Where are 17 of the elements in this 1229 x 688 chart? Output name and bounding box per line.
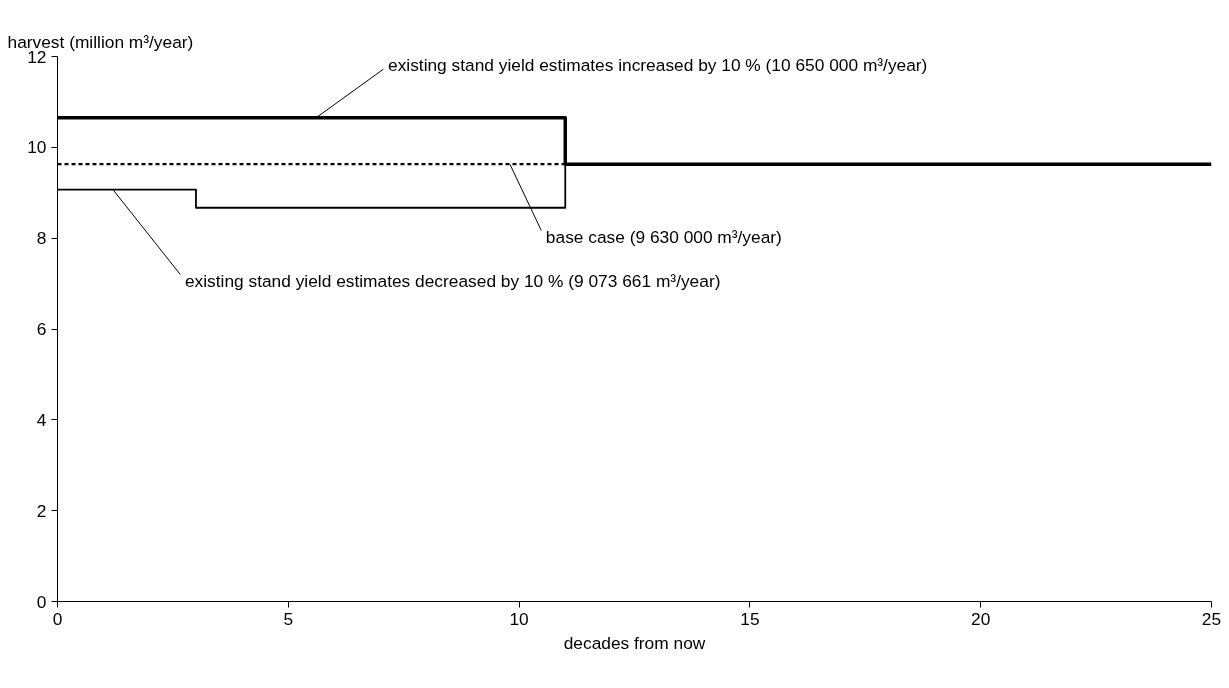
y-tick-label: 8 bbox=[36, 228, 47, 249]
y-tick-label: 10 bbox=[27, 137, 47, 158]
x-tick-label: 5 bbox=[283, 608, 294, 629]
annotation: base case (9 630 000 m³/year) bbox=[545, 227, 782, 248]
annotation: existing stand yield estimates decreased by 10 % (9 073 661 m³/year) bbox=[184, 271, 721, 292]
x-tick-label: 25 bbox=[1201, 608, 1222, 629]
y-tick-label: 0 bbox=[36, 591, 47, 612]
x-axis-title: decades from now bbox=[563, 632, 706, 653]
x-tick-label: 0 bbox=[52, 608, 63, 629]
y-tick-label: 2 bbox=[36, 500, 47, 521]
y-axis-title: harvest (million m³/year) bbox=[7, 31, 194, 52]
y-tick-label: 4 bbox=[36, 409, 47, 430]
annotation: existing stand yield estimates increased by 10 % (10 650 000 m³/year) bbox=[388, 54, 928, 75]
x-tick-label: 10 bbox=[509, 608, 529, 629]
x-tick-label: 15 bbox=[740, 608, 760, 629]
y-tick-label: 6 bbox=[36, 319, 47, 339]
x-tick-label: 20 bbox=[971, 608, 991, 629]
